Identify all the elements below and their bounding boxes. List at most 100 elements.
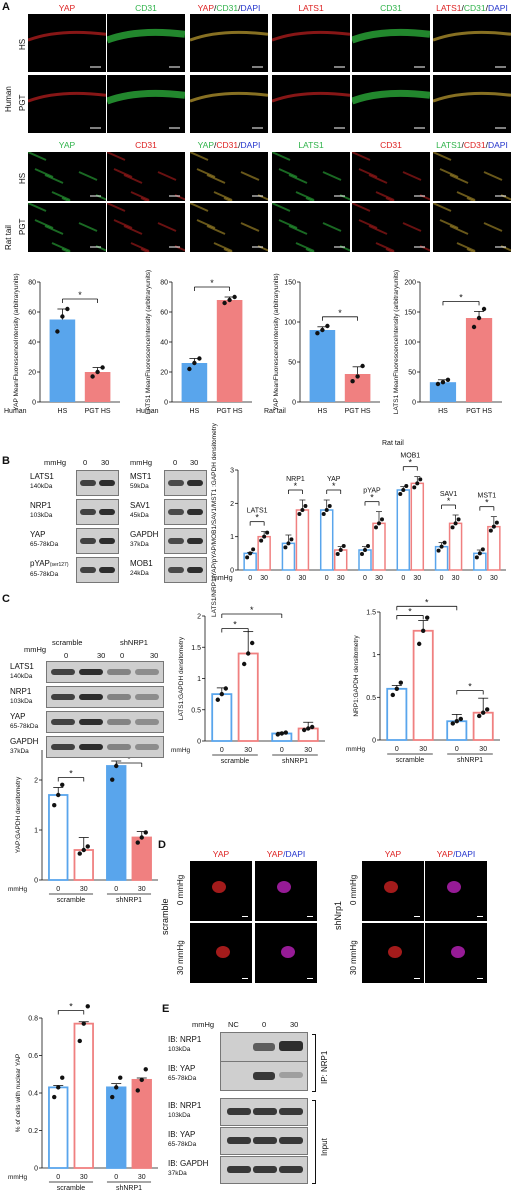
bracket [312,1034,316,1092]
blot-strip [76,557,119,583]
data-point [242,661,247,667]
molecular-weight: 37kDa [10,748,29,755]
data-point [192,360,197,366]
data-point [445,377,451,382]
protein-band [227,1137,251,1144]
mmhg-label: mmHg [24,645,47,654]
micrograph-human [272,75,350,133]
blot-strip [164,557,207,583]
bar [446,720,468,741]
protein-band [279,1041,303,1051]
bar [131,1078,152,1169]
group-label: MOB1 [400,453,420,460]
bar [396,489,411,571]
data-point [454,719,459,724]
data-point [95,369,100,375]
ip-label: IP: NRP1 [320,1050,329,1084]
x-tick-label: 0 [401,575,405,582]
y-axis-label: % of cells with nuclear YAP [15,1054,22,1133]
scale-bar [307,916,313,917]
blot-label: NRP1 103kDa [30,501,52,521]
protein-name: YAP [30,530,46,539]
group-label: scramble [57,897,86,904]
data-point [360,363,365,369]
micrograph-human [433,14,511,72]
data-point [245,555,250,560]
data-point [404,484,409,488]
significance-star: * [127,754,131,764]
micrograph-rat [107,152,185,201]
data-point [310,724,315,730]
x-tick-label: 0 [286,575,290,582]
x-tick-label: 0 [248,575,252,582]
data-point [283,730,288,735]
panel-label-a: A [2,1,10,13]
protein-name: IB: NRP1 [168,1101,202,1110]
micrograph-human [433,75,511,133]
data-point [481,710,486,715]
protein-name: MST1 [130,472,152,481]
protein-site: (ser127) [49,562,69,568]
molecular-weight: 65-78kDa [168,1075,197,1082]
molecular-weight: 65-78kDa [30,541,59,548]
data-point [377,521,381,526]
protein-band [135,719,159,725]
protein-band [79,744,103,750]
data-point [100,365,105,370]
micrograph-human [352,14,430,72]
protein-name: pYAP(ser127) [30,559,69,568]
data-point [60,314,65,319]
y-axis-label: YAP MeanFluorescenceIntensity (arbitrary… [13,273,20,410]
y-tick-label: 40 [28,340,36,347]
data-point [374,525,378,530]
data-point [265,530,270,535]
blot-strip [76,499,119,525]
mmhg-label: mmHg [192,1020,215,1029]
group-label: shNRP1 [282,758,308,765]
group-label: scramble [221,758,250,765]
y-tick-label: 0.2 [28,1128,38,1135]
data-point [219,691,224,697]
data-point [300,508,305,512]
data-point [494,520,499,525]
x-tick-label: 0 [440,575,444,582]
x-tick-label: 30 [138,886,146,893]
micrograph-rat [272,152,350,201]
protein-band [80,538,96,544]
data-point [394,686,399,691]
column-label-rat: YAP [58,140,76,150]
data-point [52,1094,57,1100]
bar [487,525,501,571]
y-tick-label: 3 [230,468,234,475]
blot-label: GAPDH 37kDa [130,530,158,550]
protein-band [253,1108,277,1115]
group-label: YAP [327,476,341,483]
cell-nucleus [447,881,461,893]
column-label-rat: CD31 [135,140,157,150]
bar [211,693,233,742]
bar [73,849,94,881]
data-point [262,534,267,539]
protein-name: MOB1 [130,559,153,568]
data-point [366,544,370,548]
micrograph-rat [352,152,430,201]
data-point [421,628,426,633]
data-point [222,300,227,306]
blot-label: GAPDH 37kDa [10,737,38,757]
data-point [480,547,485,552]
bar [48,1086,69,1169]
bar [372,522,386,571]
x-tick-label: 30 [419,746,427,753]
x-tick-label: 30 [260,575,268,582]
significance-star: * [425,597,429,607]
column-label-rat: LATS1/CD31/DAPI [436,140,508,150]
significance-star: * [408,606,412,616]
data-point [52,803,57,808]
micrograph-cell [425,923,487,983]
bar [106,1086,127,1169]
protein-name: LATS1 [10,662,34,671]
protein-band [279,1166,303,1173]
cell-nucleus [212,881,226,893]
scale-bar [414,978,420,979]
cell-nucleus [388,946,402,958]
